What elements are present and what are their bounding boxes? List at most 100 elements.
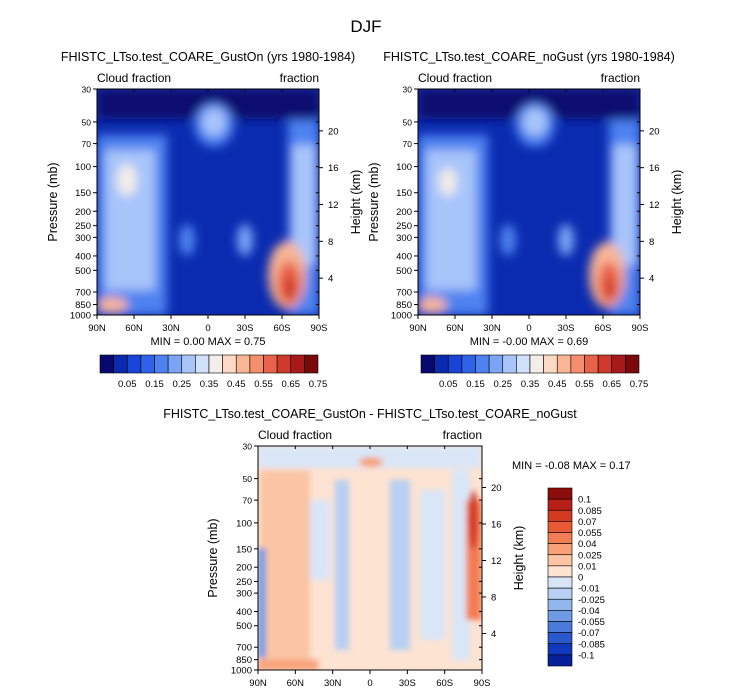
colorbar-swatch — [597, 354, 613, 374]
colorbar-label: 0.25 — [494, 379, 513, 390]
colorbar-swatch — [276, 354, 292, 374]
y-tick-label: 700 — [396, 288, 412, 299]
colorbar-label: 0.15 — [466, 379, 485, 390]
colorbar-swatch — [547, 498, 573, 511]
colorbar-swatch — [547, 543, 573, 556]
y-tick-label: 100 — [75, 162, 91, 173]
colorbar-swatch — [126, 354, 142, 374]
colorbar-swatch — [570, 354, 585, 374]
colorbar-swatch — [195, 354, 210, 374]
colorbar-swatch — [625, 354, 640, 374]
height-tick-label: 12 — [491, 556, 502, 567]
height-tick-label: 16 — [491, 519, 502, 530]
colorbar-swatch — [547, 587, 573, 600]
colorbar-swatch — [611, 354, 626, 374]
y-tick-label: 400 — [75, 251, 91, 262]
y-tick-label: 100 — [396, 162, 412, 173]
x-tick-label: 90N — [88, 323, 106, 334]
x-tick-label: 60S — [436, 678, 453, 689]
colorbar-label: 0.25 — [173, 379, 192, 390]
colorbar-swatch — [584, 354, 599, 374]
colorbar-label: -0.055 — [578, 617, 605, 628]
colorbar-label: 0.05 — [118, 379, 137, 390]
y-axis-right-label: Height (km) — [512, 526, 526, 591]
colorbar-label: 0.75 — [309, 379, 328, 390]
height-tick-label: 8 — [491, 592, 496, 603]
y-tick-label: 700 — [236, 643, 252, 654]
colorbar-swatch — [235, 354, 251, 374]
x-tick-label: 30S — [558, 323, 575, 334]
colorbar-label: -0.01 — [578, 584, 600, 595]
colorbar-swatch — [547, 643, 573, 656]
colorbar-label: 0.07 — [578, 517, 597, 528]
y-tick-label: 300 — [75, 233, 91, 244]
y-tick-label: 100 — [236, 518, 252, 529]
colorbar-label: -0.07 — [578, 628, 600, 639]
y-axis-label: Pressure (mb) — [46, 162, 60, 241]
height-tick-label: 16 — [328, 163, 339, 174]
colorbar-swatch — [547, 632, 573, 645]
colorbar-label: 0.05 — [439, 379, 458, 390]
colorbar-label: 0.085 — [578, 506, 602, 517]
colorbar-swatch — [167, 354, 183, 374]
y-tick-label: 1000 — [70, 311, 91, 322]
colorbar-swatch — [516, 354, 531, 374]
colorbar-swatch — [99, 354, 114, 374]
colorbar-label: -0.1 — [578, 650, 594, 661]
y-tick-label: 250 — [396, 221, 412, 232]
colorbar-swatch — [547, 654, 573, 667]
colorbar-swatch — [140, 354, 155, 374]
y-tick-label: 50 — [82, 117, 92, 127]
height-tick-label: 12 — [328, 200, 339, 211]
x-tick-label: 60N — [125, 323, 143, 334]
colorbar-swatch — [529, 354, 544, 374]
x-tick-label: 60S — [274, 323, 291, 334]
y-tick-label: 850 — [396, 300, 412, 311]
y-tick-label: 30 — [82, 85, 92, 95]
y-tick-label: 50 — [243, 474, 253, 484]
x-tick-label: 90S — [474, 678, 491, 689]
y-axis-label: Pressure (mb) — [367, 162, 381, 241]
y-tick-label: 200 — [75, 207, 91, 218]
y-tick-label: 150 — [396, 188, 412, 199]
colorbar-swatch — [488, 354, 504, 374]
height-axis-ticks: 20 16 12 8 4 — [640, 126, 660, 285]
height-tick-label: 8 — [649, 237, 654, 248]
panel-no-gust: FHISTC_LTso.test_COARE_noGust (yrs 1980-… — [367, 50, 684, 390]
contour-field — [97, 89, 319, 315]
left-string: Cloud fraction — [97, 71, 171, 85]
y-tick-label: 400 — [236, 607, 252, 618]
x-tick-label: 0 — [526, 323, 531, 334]
colorbar-swatch — [181, 354, 196, 374]
colorbar-swatch — [543, 354, 558, 374]
x-tick-label: 0 — [367, 678, 372, 689]
colorbar-swatch — [263, 354, 278, 374]
panel-gust-on: FHISTC_LTso.test_COARE_GustOn (yrs 1980-… — [46, 50, 363, 390]
colorbar-label: 0.01 — [578, 561, 597, 572]
height-tick-label: 20 — [649, 126, 660, 137]
colorbar-swatch — [249, 354, 264, 374]
height-tick-label: 4 — [491, 629, 496, 640]
colorbar-label: 0.055 — [578, 528, 602, 539]
colorbar-swatch — [547, 598, 573, 611]
colorbar-swatch — [304, 354, 319, 374]
height-tick-label: 16 — [649, 163, 660, 174]
colorbar-label: -0.025 — [578, 595, 605, 606]
colorbar-swatch — [547, 554, 573, 567]
y-tick-label: 70 — [82, 139, 92, 149]
x-tick-label: 30N — [162, 323, 180, 334]
colorbar-label: 0.1 — [578, 495, 591, 506]
x-tick-label: 30S — [399, 678, 416, 689]
colorbar-swatch — [434, 354, 449, 374]
panel-title: FHISTC_LTso.test_COARE_GustOn - FHISTC_L… — [163, 407, 577, 421]
right-string: fraction — [443, 428, 482, 442]
colorbar-swatch — [208, 354, 223, 374]
x-tick-label: 30N — [483, 323, 501, 334]
x-axis-ticks: 90N 60N 30N 0 30S 60S 90S — [409, 89, 648, 334]
colorbar-label: 0.55 — [254, 379, 273, 390]
colorbar-label: -0.04 — [578, 606, 600, 617]
